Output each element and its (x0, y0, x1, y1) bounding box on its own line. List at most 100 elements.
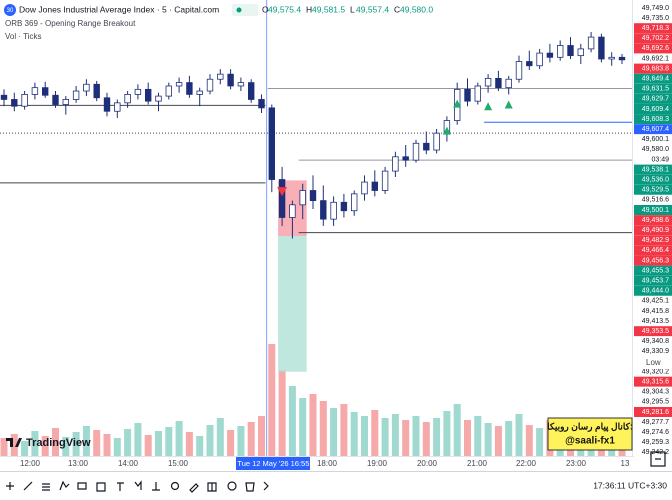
tool-eye[interactable] (227, 481, 237, 491)
time-tag (290, 457, 310, 470)
volume-bar (82, 426, 90, 456)
settings-button[interactable] (650, 451, 666, 467)
date-tag (236, 457, 290, 470)
price-label: 49,304.3 (642, 389, 669, 396)
volume-bar (144, 435, 152, 456)
price-tag (634, 215, 672, 226)
candle-body (567, 45, 574, 57)
volume-bar (134, 423, 142, 456)
tool-fib[interactable] (42, 483, 50, 491)
candle-body (402, 156, 409, 161)
candle-body (557, 45, 564, 58)
note-line: @saali-fx1 (565, 436, 615, 447)
tool-brush[interactable] (189, 483, 199, 493)
volume-bar (165, 427, 173, 456)
volume-bar (206, 425, 214, 456)
tool-lock[interactable] (207, 482, 217, 492)
toolbar (6, 451, 666, 493)
price-label: 49,425.1 (642, 298, 669, 305)
price-label: 49,538.1 (642, 166, 669, 173)
candle-body (0, 94, 8, 100)
volume-title: Vol · Ticks (5, 32, 41, 41)
tool-zoom[interactable] (170, 481, 180, 491)
volume-bar (113, 438, 121, 456)
tool-trash[interactable] (245, 482, 255, 492)
volume-bar (474, 416, 482, 456)
tool-crosshair[interactable] (6, 482, 14, 490)
candle-body (577, 48, 584, 57)
price-label: 03:49 (651, 156, 669, 163)
candle-body (206, 78, 214, 92)
price-label: 49,455.3 (642, 267, 669, 274)
volume-bar (361, 416, 368, 456)
price-label: 49,536.0 (642, 177, 669, 184)
volume-bar (330, 408, 338, 456)
ohlc-value: 49,580.0 (400, 4, 433, 14)
volume-bar (340, 404, 348, 456)
volume-bar (93, 430, 101, 456)
volume-bar (268, 344, 276, 456)
candle-body (618, 56, 626, 61)
price-label: 49,281.6 (642, 409, 669, 416)
time-label: 15:00 (168, 459, 189, 468)
ohlc-key: H (306, 4, 312, 14)
candle-body (474, 85, 481, 102)
volume-bar (247, 422, 255, 456)
price-label: 49,607.4 (642, 126, 669, 133)
candle-body (381, 170, 389, 191)
candle-body (464, 88, 471, 102)
price-label: 49,353.5 (642, 328, 669, 335)
tool-text[interactable] (117, 482, 124, 491)
tool-icon[interactable] (134, 480, 142, 490)
note-box (547, 417, 633, 451)
volume-bar (41, 436, 49, 456)
signal-marker (453, 99, 462, 108)
candle-body (289, 204, 296, 218)
candle-body (103, 97, 111, 112)
tool-shape[interactable] (96, 482, 106, 492)
candle-body (505, 78, 512, 89)
price-tag (634, 33, 672, 44)
candle-body (330, 201, 337, 220)
price-label: 49,413.5 (642, 318, 669, 325)
price-label: 49,749.0 (642, 5, 669, 12)
tool-measure[interactable] (152, 482, 160, 491)
price-label: 49,242.2 (642, 449, 669, 456)
volume-bar (309, 394, 317, 456)
candle-body (412, 142, 420, 161)
status-pill[interactable] (232, 4, 258, 16)
price-label: 49,580.0 (642, 146, 669, 153)
candle-body (93, 83, 100, 99)
price-label: 49,718.3 (642, 25, 669, 32)
price-label: 49,482.9 (642, 237, 669, 244)
price-tag (634, 275, 672, 286)
candle-body (11, 99, 18, 107)
signal-marker (442, 126, 451, 135)
candle-body (134, 88, 142, 95)
candle-body (433, 132, 440, 151)
signal-marker (484, 102, 493, 111)
price-tag (634, 295, 672, 306)
ohlc-key: L (350, 4, 355, 14)
price-label: 49,315.6 (642, 379, 669, 386)
price-label: 49,683.8 (642, 65, 669, 72)
range-box (278, 236, 307, 372)
price-label: 49,500.1 (642, 207, 669, 214)
price-label: 49,609.4 (642, 106, 669, 113)
price-tag (634, 53, 672, 64)
candle-body (309, 190, 317, 202)
tool-line[interactable] (23, 481, 33, 491)
ohlc-key: O (262, 4, 269, 14)
candle-body (217, 73, 224, 80)
tool-forecast[interactable] (77, 482, 87, 490)
price-label: 49,340.8 (642, 338, 669, 345)
time-label: 18:00 (317, 459, 338, 468)
tool-pattern[interactable] (59, 480, 70, 491)
time-label: 19:00 (367, 459, 388, 468)
tool-more[interactable] (263, 481, 269, 491)
ohlc-value: 49,581.5 (312, 4, 345, 14)
candle-body (278, 179, 286, 218)
candle-body (31, 87, 39, 95)
time-label: 14:00 (118, 459, 139, 468)
